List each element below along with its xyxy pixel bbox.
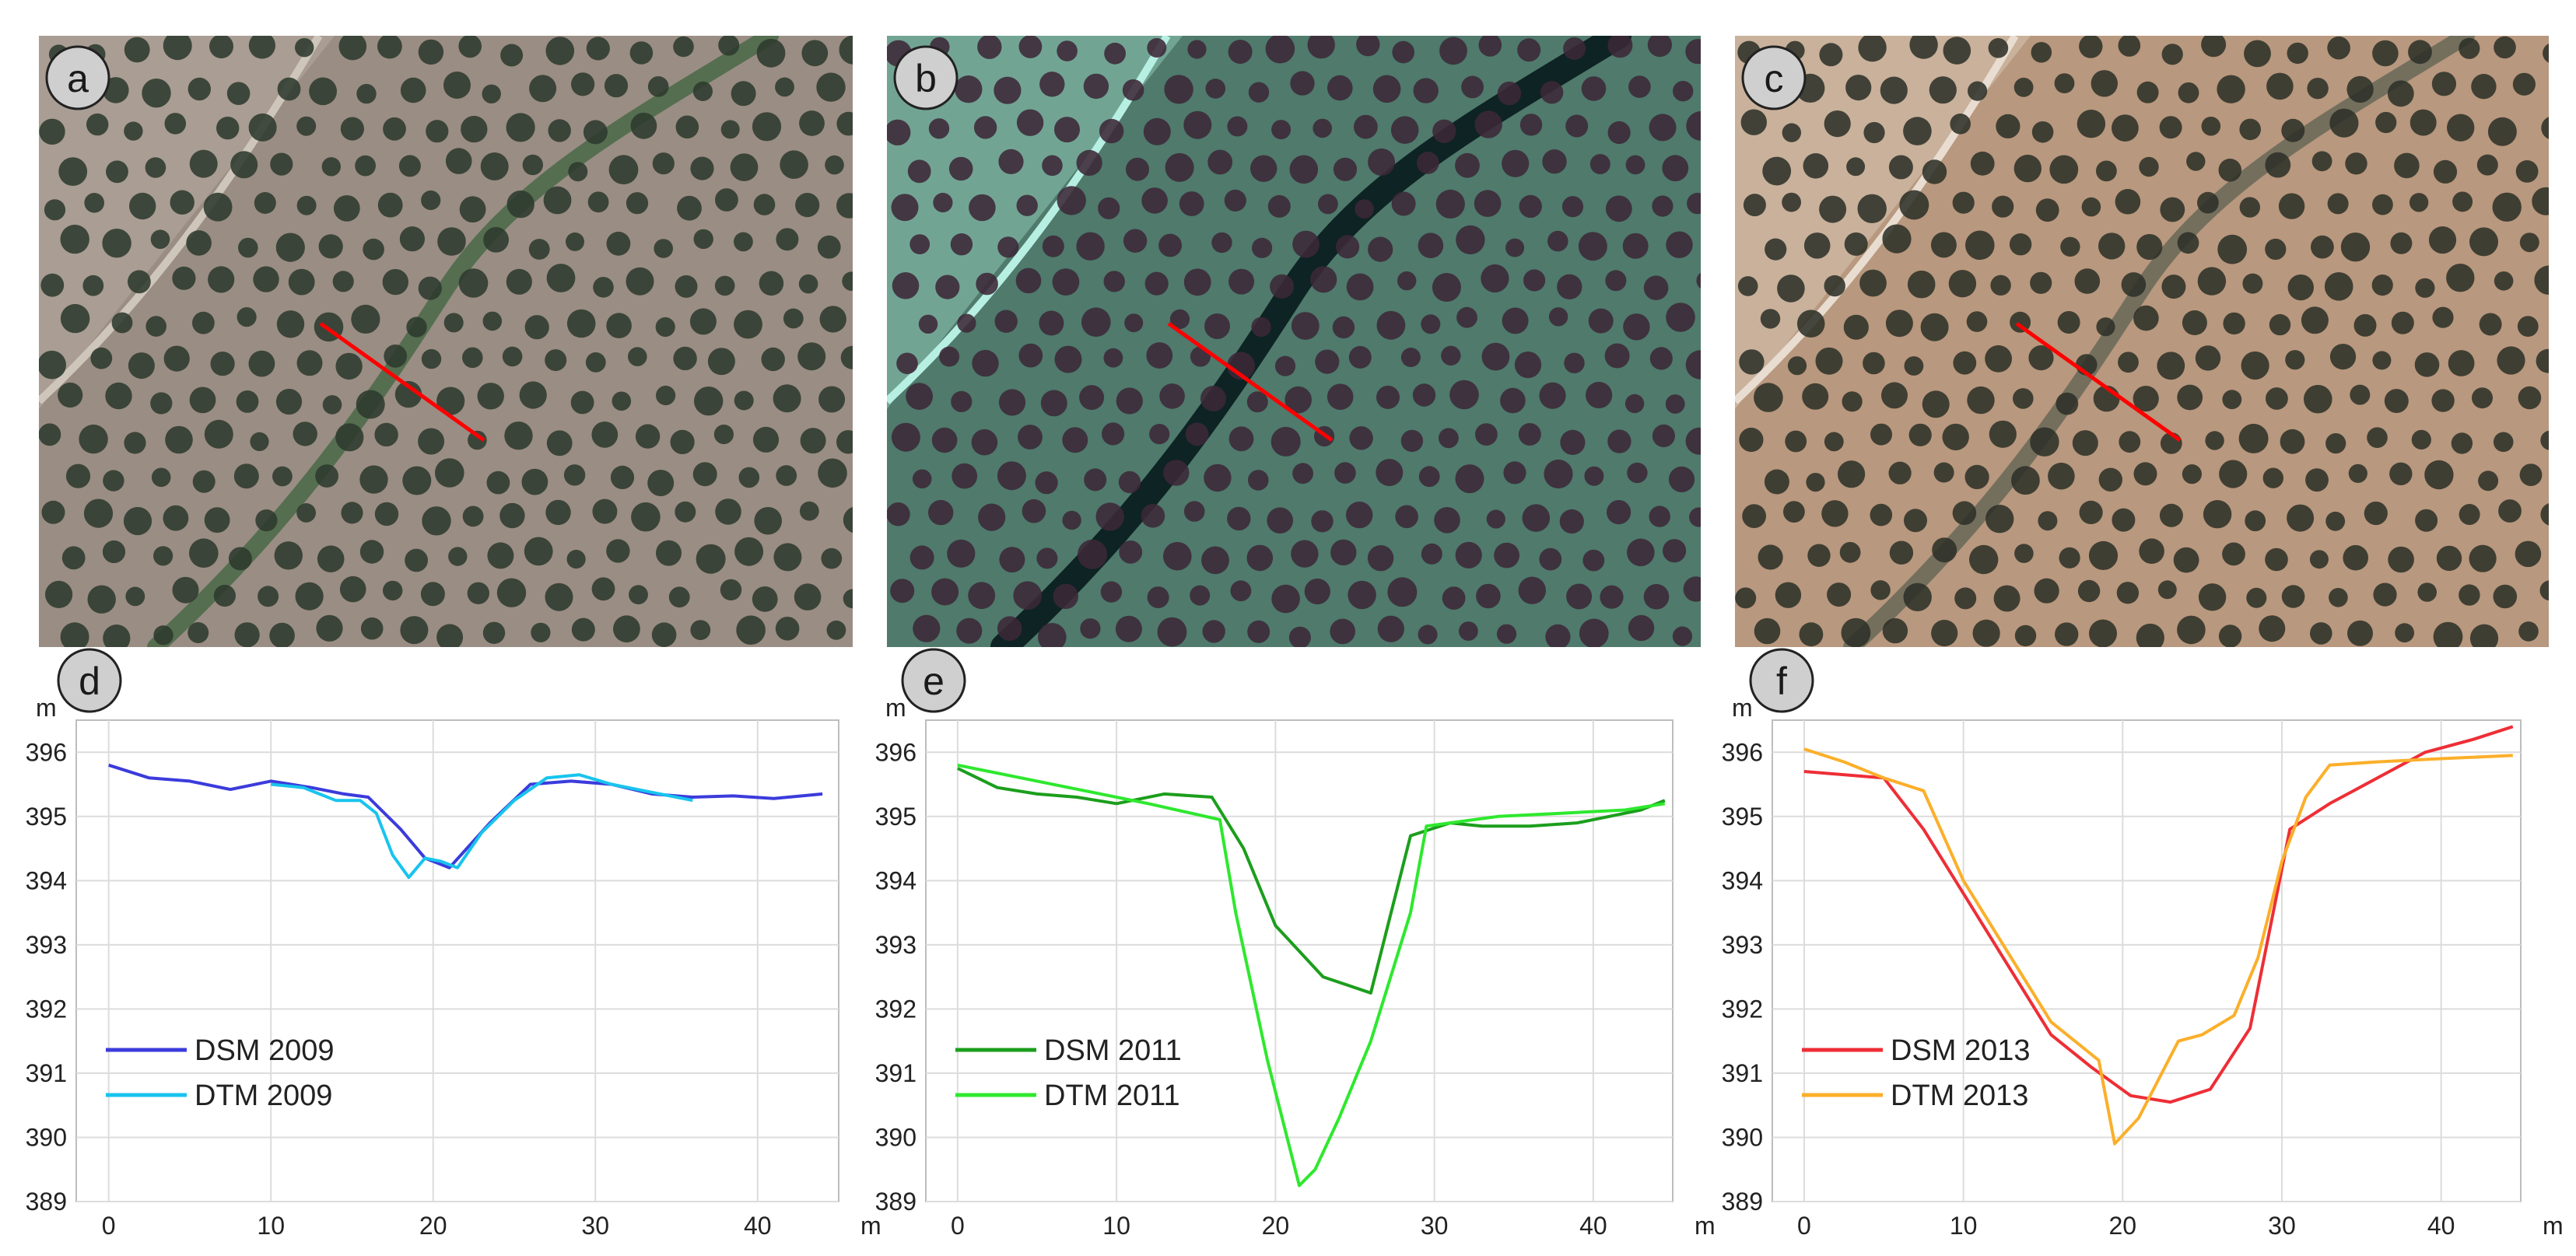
y-tick-label: 391 <box>875 1059 916 1087</box>
profile-chart-d: 389 390 391 392 393 394 395 396 0 10 20 30 40 m m DSM 2… <box>26 694 881 1240</box>
series-line-dtm-2013 <box>1803 747 2513 1146</box>
y-tick-label: 389 <box>875 1188 916 1216</box>
x-tick-label: 10 <box>257 1212 285 1240</box>
plot-frame <box>1772 719 2522 1202</box>
y-axis-label: m <box>36 694 57 722</box>
y-tick-label: 393 <box>26 931 67 959</box>
legend-entry: DTM 2013 <box>1891 1079 2028 1112</box>
profile-line-c <box>2015 321 2182 443</box>
y-tick-label: 392 <box>875 995 916 1023</box>
x-tick-label: 20 <box>419 1212 447 1240</box>
x-tick-label: 20 <box>2109 1212 2137 1240</box>
image-tree-canopies <box>1735 36 2549 647</box>
y-tick-label: 389 <box>26 1188 67 1216</box>
legend-entry: DSM 2013 <box>1891 1034 2031 1067</box>
series-line-dsm-2013 <box>1803 725 2514 1104</box>
legend-entry: DTM 2009 <box>195 1079 332 1112</box>
x-tick-label: 30 <box>581 1212 609 1240</box>
y-tick-label: 392 <box>1722 995 1763 1023</box>
y-tick-label: 390 <box>26 1123 67 1151</box>
panel-label-b: b <box>893 45 959 110</box>
x-tick-label: 0 <box>1797 1212 1811 1240</box>
y-tick-label: 391 <box>1722 1059 1763 1087</box>
series-line-dtm-2009 <box>270 773 693 880</box>
panel-label-a: a <box>45 45 110 110</box>
profile-line-b <box>1167 321 1334 443</box>
panel-letter-text: e <box>923 659 945 703</box>
profile-chart-e: 389 390 391 392 393 394 395 396 0 10 20 30 40 m m DSM 2… <box>875 694 1716 1240</box>
y-axis-label: m <box>885 694 906 722</box>
x-tick-label: 30 <box>1421 1212 1449 1240</box>
plot-frame <box>75 719 839 1202</box>
y-tick-label: 393 <box>1722 931 1763 959</box>
y-tick-label: 394 <box>26 866 67 894</box>
x-tick-label: 0 <box>102 1212 116 1240</box>
series-line-dsm-2011 <box>957 767 1666 995</box>
profile-line-a <box>319 321 485 443</box>
legend-entry: DTM 2011 <box>1044 1079 1180 1112</box>
profile-chart-f: 389 390 391 392 393 394 395 396 0 10 20 30 40 m m DSM 2… <box>1722 694 2564 1240</box>
x-axis-label: m <box>860 1212 881 1240</box>
x-tick-label: 10 <box>1950 1212 1978 1240</box>
x-tick-label: 40 <box>2427 1212 2455 1240</box>
y-tick-label: 393 <box>875 931 916 959</box>
panel-label-f: f <box>1749 648 1814 713</box>
y-tick-label: 391 <box>26 1059 67 1087</box>
panel-label-e: e <box>901 648 966 713</box>
imagery-layer: a b c <box>39 36 2549 647</box>
y-tick-label: 390 <box>875 1123 916 1151</box>
x-tick-label: 0 <box>951 1212 965 1240</box>
panel-label-c: c <box>1741 45 1807 110</box>
series-line-dtm-2011 <box>957 763 1666 1188</box>
profile-layer: 389 390 391 392 393 394 395 396 0 10 20 30 40 m m DSM 2… <box>26 648 2564 1240</box>
legend-entry: DSM 2011 <box>1044 1034 1182 1067</box>
y-tick-label: 395 <box>1722 803 1763 831</box>
y-tick-label: 395 <box>875 803 916 831</box>
aerial-image-c <box>1735 36 2549 647</box>
aerial-image-b <box>887 36 1701 647</box>
image-tree-canopies <box>887 36 1701 647</box>
panel-letter-text: d <box>79 659 100 703</box>
y-tick-label: 392 <box>26 995 67 1023</box>
x-tick-label: 20 <box>1262 1212 1290 1240</box>
plot-frame <box>925 719 1674 1202</box>
x-tick-label: 40 <box>744 1212 772 1240</box>
panel-letter-text: c <box>1765 57 1784 100</box>
y-tick-label: 395 <box>26 803 67 831</box>
aerial-image-a <box>39 36 853 647</box>
x-tick-label: 30 <box>2268 1212 2296 1240</box>
panel-letter-text: a <box>67 57 89 100</box>
y-axis-label: m <box>1732 694 1753 722</box>
x-axis-label: m <box>1695 1212 1716 1240</box>
panel-label-d: d <box>57 648 122 713</box>
x-tick-label: 10 <box>1102 1212 1130 1240</box>
x-axis-label: m <box>2543 1212 2564 1240</box>
image-tree-canopies <box>39 36 853 647</box>
y-tick-label: 396 <box>875 738 916 766</box>
series-line-dsm-2009 <box>108 763 823 869</box>
y-tick-label: 396 <box>1722 738 1763 766</box>
x-tick-label: 40 <box>1579 1212 1607 1240</box>
y-tick-label: 394 <box>875 866 916 894</box>
panel-letter-text: b <box>915 57 937 100</box>
y-tick-label: 394 <box>1722 866 1763 894</box>
y-tick-label: 390 <box>1722 1123 1763 1151</box>
y-tick-label: 389 <box>1722 1188 1763 1216</box>
y-tick-label: 396 <box>26 738 67 766</box>
panel-letter-text: f <box>1776 659 1787 703</box>
legend-entry: DSM 2009 <box>195 1034 335 1067</box>
